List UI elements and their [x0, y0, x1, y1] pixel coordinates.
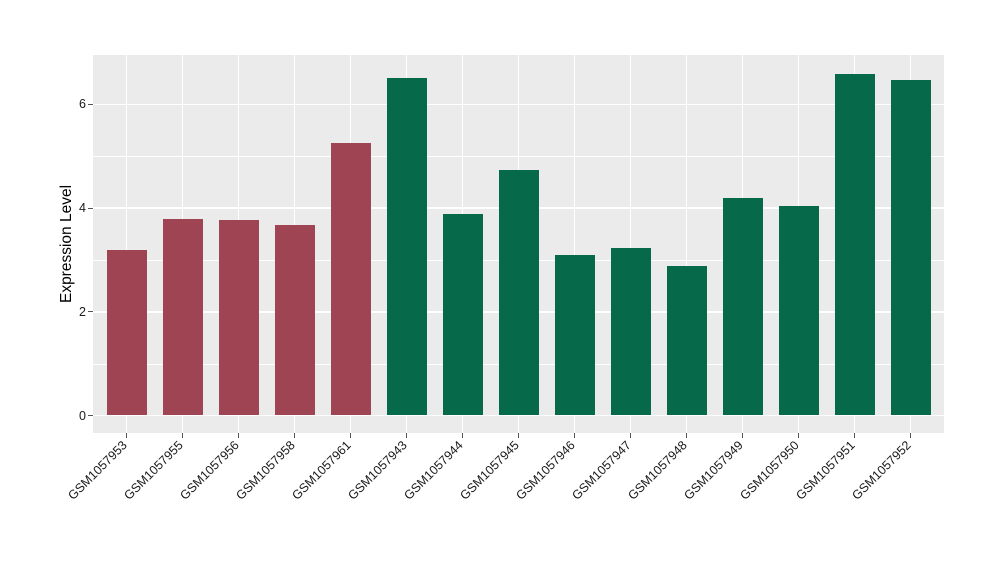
- x-tick-mark-GSM1057944: [462, 432, 463, 438]
- x-tick-label-text: GSM1057949: [680, 437, 746, 503]
- gridline-x-GSM1057953: [125, 55, 128, 433]
- x-tick-label-text: GSM1057955: [120, 437, 186, 503]
- plot-panel: [93, 55, 944, 433]
- bar-GSM1057958: [274, 224, 315, 416]
- x-tick-label-text: GSM1057956: [176, 437, 242, 503]
- x-tick-mark-GSM1057947: [630, 432, 631, 438]
- x-tick-mark-GSM1057955: [182, 432, 183, 438]
- x-tick-mark-GSM1057949: [742, 432, 743, 438]
- bar-GSM1057952: [890, 79, 931, 416]
- gridline-x-GSM1057946: [573, 55, 576, 433]
- y-tick-mark-0: [87, 415, 93, 416]
- y-tick-label-6: 6: [79, 97, 86, 112]
- x-tick-mark-GSM1057953: [126, 432, 127, 438]
- x-tick-label-text: GSM1057951: [792, 437, 858, 503]
- x-tick-mark-GSM1057946: [574, 432, 575, 438]
- x-tick-label-text: GSM1057945: [456, 437, 522, 503]
- y-tick-label-2: 2: [79, 304, 86, 319]
- bar-GSM1057946: [554, 254, 595, 416]
- gridline-x-GSM1057948: [685, 55, 688, 433]
- y-tick-label-0: 0: [79, 408, 86, 423]
- y-tick-mark-4: [87, 207, 93, 209]
- x-tick-label-text: GSM1057944: [400, 437, 466, 503]
- x-tick-label-text: GSM1057946: [512, 437, 578, 503]
- x-tick-mark-GSM1057945: [518, 432, 519, 438]
- x-tick-mark-GSM1057951: [854, 432, 855, 438]
- x-tick-mark-GSM1057950: [798, 432, 799, 438]
- bar-GSM1057953: [106, 249, 147, 416]
- y-tick-mark-6: [87, 103, 93, 105]
- bar-GSM1057961: [330, 143, 371, 416]
- y-tick-mark-2: [87, 311, 93, 313]
- bar-GSM1057947: [610, 248, 651, 416]
- x-tick-mark-GSM1057961: [350, 432, 351, 438]
- bar-GSM1057950: [778, 206, 819, 416]
- bar-GSM1057955: [162, 218, 203, 416]
- x-tick-label-text: GSM1057950: [736, 437, 802, 503]
- x-tick-label-text: GSM1057961: [288, 437, 354, 503]
- x-tick-label-text: GSM1057952: [848, 437, 914, 503]
- bar-GSM1057945: [498, 170, 539, 416]
- y-tick-label-4: 4: [79, 201, 86, 216]
- bar-GSM1057943: [386, 78, 427, 416]
- bar-GSM1057949: [722, 197, 763, 416]
- x-tick-label-text: GSM1057943: [344, 437, 410, 503]
- x-tick-label-text: GSM1057953: [64, 437, 130, 503]
- bar-GSM1057956: [218, 220, 259, 416]
- bar-GSM1057948: [666, 265, 707, 416]
- x-tick-label-text: GSM1057958: [232, 437, 298, 503]
- x-tick-mark-GSM1057958: [294, 432, 295, 438]
- x-tick-label-text: GSM1057947: [568, 437, 634, 503]
- x-tick-mark-GSM1057948: [686, 432, 687, 438]
- x-tick-mark-GSM1057956: [238, 432, 239, 438]
- x-tick-mark-GSM1057943: [406, 432, 407, 438]
- x-tick-mark-GSM1057952: [910, 432, 911, 438]
- bar-GSM1057951: [834, 74, 875, 416]
- gridline-x-GSM1057947: [629, 55, 632, 433]
- bar-GSM1057944: [442, 213, 483, 416]
- x-tick-label-text: GSM1057948: [624, 437, 690, 503]
